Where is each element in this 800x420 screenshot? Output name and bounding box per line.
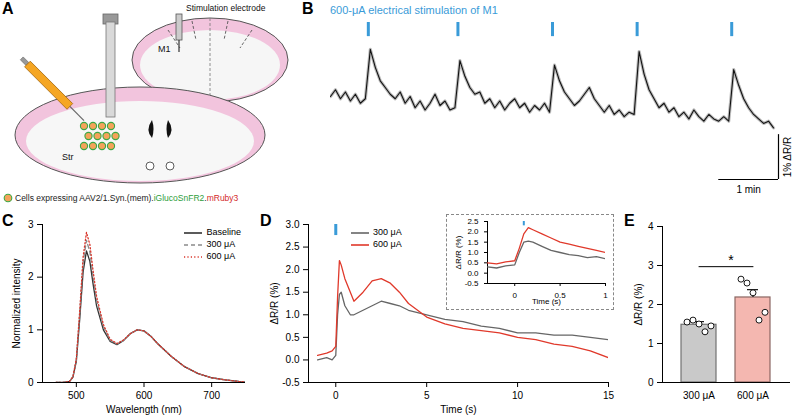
svg-text:2: 2 <box>28 271 34 282</box>
svg-text:4: 4 <box>648 221 654 232</box>
svg-text:1.0: 1.0 <box>286 309 300 320</box>
svg-text:1.0: 1.0 <box>467 248 479 257</box>
svg-text:Cells expressing AAV2/1.Syn.(m: Cells expressing AAV2/1.Syn.(mem).iGluco… <box>15 193 239 203</box>
svg-text:3.0: 3.0 <box>286 219 300 230</box>
svg-text:-0.5: -0.5 <box>282 377 300 388</box>
html-text:C: C <box>2 212 14 229</box>
svg-text:5: 5 <box>424 390 430 401</box>
svg-text:3: 3 <box>28 219 34 230</box>
svg-text:0: 0 <box>333 390 339 401</box>
html-text:300 μA: 300 μA <box>373 227 402 237</box>
svg-text:Time (s): Time (s) <box>440 404 476 415</box>
html-text:B: B <box>302 0 314 17</box>
svg-text:ΔR/R (%): ΔR/R (%) <box>269 282 280 324</box>
svg-text:0.5: 0.5 <box>467 258 479 267</box>
svg-text:300 μA: 300 μA <box>683 390 715 401</box>
svg-text:2.5: 2.5 <box>467 217 479 226</box>
html-text:600 μA: 600 μA <box>373 239 402 249</box>
svg-text:1: 1 <box>28 324 34 335</box>
svg-text:600: 600 <box>136 390 153 401</box>
svg-text:ΔR/R (%): ΔR/R (%) <box>633 283 644 325</box>
svg-text:Time (s): Time (s) <box>532 297 561 306</box>
html-text:A: A <box>2 0 14 17</box>
svg-text:0: 0 <box>28 377 34 388</box>
svg-text:0.0: 0.0 <box>286 354 300 365</box>
html-text:600 μA: 600 μA <box>206 251 236 261</box>
svg-text:1: 1 <box>603 291 608 300</box>
svg-text:-0.5: -0.5 <box>465 279 479 288</box>
svg-text:0.5: 0.5 <box>286 332 300 343</box>
html-text:E: E <box>624 212 635 229</box>
svg-text:0.0: 0.0 <box>467 269 479 278</box>
svg-text:Stimulation electrode: Stimulation electrode <box>186 3 266 13</box>
svg-text:0: 0 <box>648 377 654 388</box>
svg-text:*: * <box>728 252 734 268</box>
svg-text:Str: Str <box>62 152 74 162</box>
svg-text:15: 15 <box>603 390 615 401</box>
svg-text:700: 700 <box>203 390 220 401</box>
svg-text:500: 500 <box>68 390 85 401</box>
svg-text:600 μA: 600 μA <box>737 390 769 401</box>
svg-text:1.5: 1.5 <box>467 238 479 247</box>
svg-text:2.0: 2.0 <box>286 264 300 275</box>
svg-text:Normalized intensity: Normalized intensity <box>11 258 22 348</box>
svg-text:ΔR/R (%): ΔR/R (%) <box>454 235 463 269</box>
svg-text:1.5: 1.5 <box>286 286 300 297</box>
svg-text:3: 3 <box>648 260 654 271</box>
svg-text:10: 10 <box>512 390 524 401</box>
svg-text:0: 0 <box>513 291 518 300</box>
html-text:Baseline: Baseline <box>206 227 241 237</box>
svg-text:2.0: 2.0 <box>467 227 479 236</box>
svg-text:2.5: 2.5 <box>286 241 300 252</box>
html-text:D: D <box>260 212 272 229</box>
svg-text:M1: M1 <box>158 44 171 54</box>
svg-text:1: 1 <box>648 338 654 349</box>
svg-text:1 min: 1 min <box>736 184 760 195</box>
html-text:600-μA electrical stimulation: 600-μA electrical stimulation of M1 <box>330 4 498 16</box>
svg-text:1% ΔR/R: 1% ΔR/R <box>782 137 793 178</box>
svg-text:2: 2 <box>648 299 654 310</box>
html-text:300 μA: 300 μA <box>206 239 236 249</box>
svg-text:Wavelength (nm): Wavelength (nm) <box>106 404 182 415</box>
